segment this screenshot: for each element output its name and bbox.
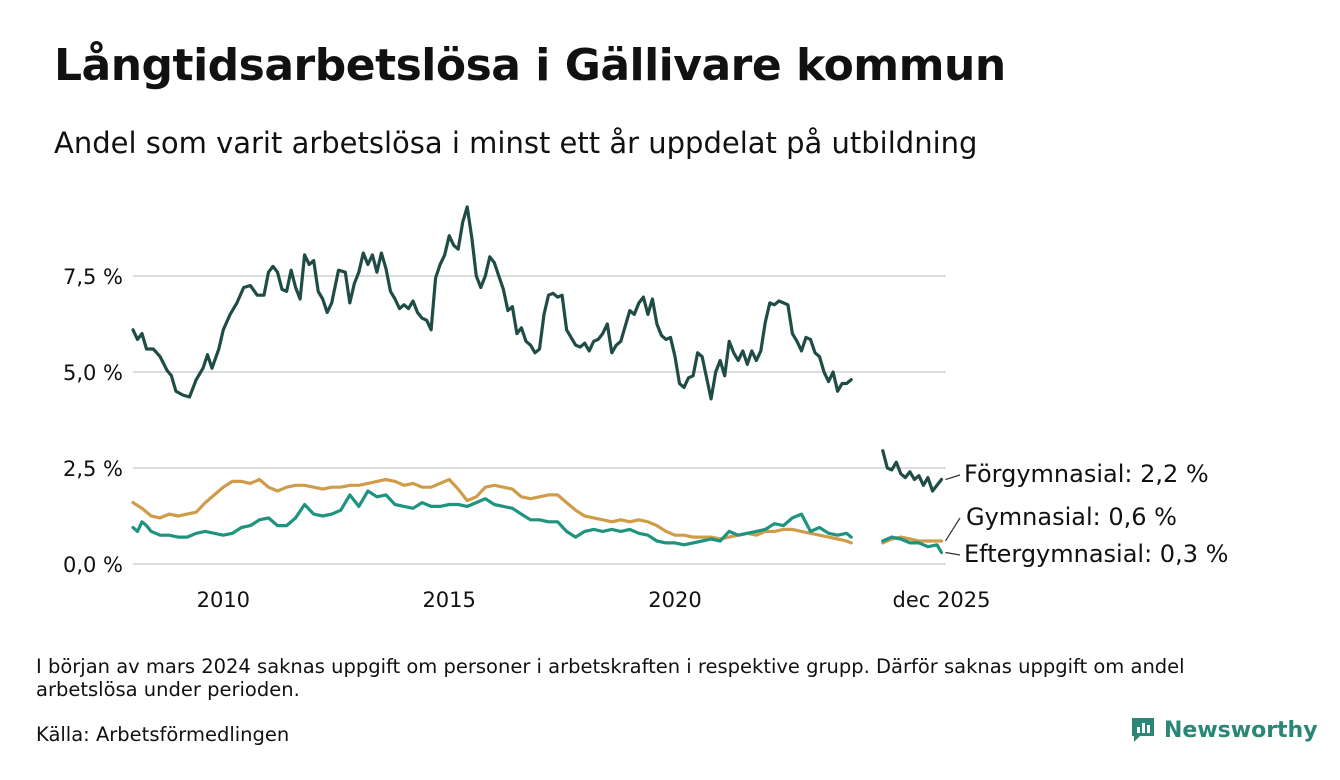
brand-logo[interactable]: Newsworthy [1130,716,1318,744]
x-tick-label: 2020 [648,588,701,612]
series-line-f-rgymnasial-after-gap [881,449,944,493]
line-chart: 0,0 % 2,5 % 5,0 % 7,5 % 2010 2015 2020 dec 202… [63,205,1228,612]
bar-chart-icon [1132,718,1154,742]
x-tick-label: 2010 [197,588,250,612]
series-end-label: Gymnasial: 0,6 % [966,503,1177,531]
series-lines [131,205,944,555]
x-tick-label: dec 2025 [893,588,991,612]
chart-subtitle: Andel som varit arbetslösa i minst ett å… [54,126,978,160]
series-end-label: Eftergymnasial: 0,3 % [964,540,1228,568]
series-line-gymnasial [131,477,853,545]
y-axis-ticks: 0,0 % 2,5 % 5,0 % 7,5 % [63,265,123,577]
brand-name: Newsworthy [1164,717,1318,743]
y-tick-label: 0,0 % [63,553,123,577]
series-line-eftergymnasial [131,489,853,547]
series-end-label: Förgymnasial: 2,2 % [964,460,1209,488]
y-tick-label: 2,5 % [63,457,123,481]
leader-line [945,551,961,556]
chart-title: Långtidsarbetslösa i Gällivare kommun [54,40,1006,91]
chart-source: Källa: Arbetsförmedlingen [36,723,290,746]
series-line-eftergymnasial-after-gap [881,535,944,555]
series-end-labels: Förgymnasial: 2,2 % Gymnasial: 0,6 % Efter… [944,460,1228,568]
leader-line [945,474,961,481]
x-axis-ticks: 2010 2015 2020 dec 2025 [197,588,991,612]
x-tick-label: 2015 [422,588,475,612]
series-line-f-rgymnasial [131,205,853,401]
chart-note: I början av mars 2024 saknas uppgift om … [36,655,1185,701]
y-tick-label: 5,0 % [63,361,123,385]
y-tick-label: 7,5 % [63,265,123,289]
leader-line [944,517,961,542]
